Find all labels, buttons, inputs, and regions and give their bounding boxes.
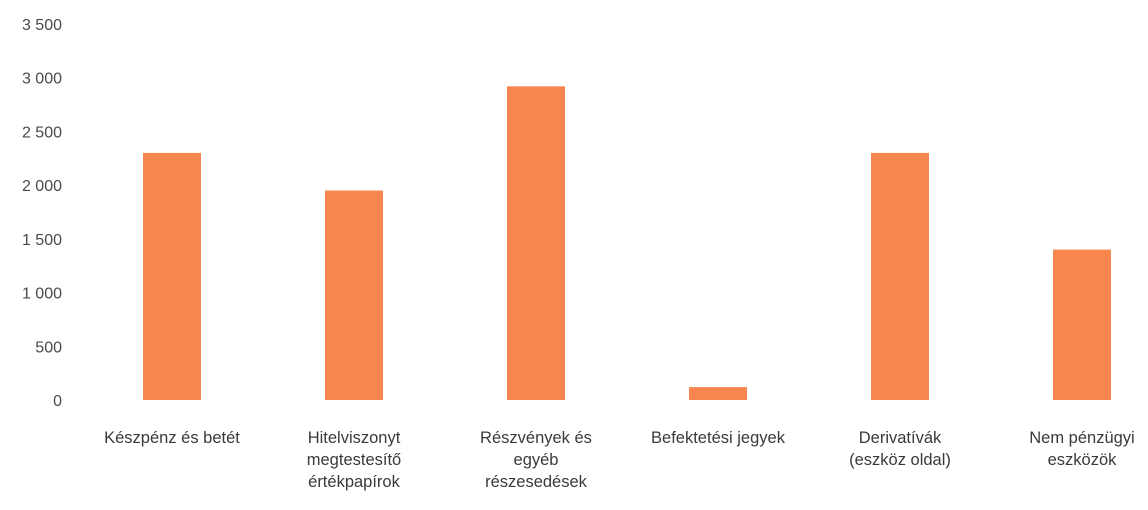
- y-axis-ticks: 0 500 1 000 1 500 2 000 2 500 3 000 3 500: [22, 17, 62, 410]
- bar: [143, 152, 201, 400]
- x-category-label: Befektetési jegyek: [651, 429, 786, 447]
- x-category-label: Nem pénzügyi eszközök: [1029, 429, 1134, 469]
- y-tick-label: 3 500: [22, 17, 62, 34]
- x-category-label: Készpénz és betét: [104, 429, 240, 447]
- x-category-label: Hitelviszonyt megtestesítő értékpapírok: [307, 429, 401, 491]
- y-tick-label: 1 500: [22, 232, 62, 249]
- x-axis-category-labels: Készpénz és betét Hitelviszonyt megtestesí…: [104, 429, 1135, 491]
- bar: [325, 190, 383, 400]
- bar-series: [143, 86, 1111, 401]
- bar: [507, 86, 565, 401]
- y-tick-label: 2 500: [22, 124, 62, 141]
- y-tick-label: 1 000: [22, 286, 62, 303]
- bar: [871, 152, 929, 400]
- x-category-label: Derivatívák (eszköz oldal): [849, 429, 951, 469]
- y-tick-label: 500: [35, 339, 62, 356]
- x-category-label: Részvények és egyéb részesedések: [480, 429, 592, 491]
- bar: [1053, 249, 1111, 400]
- bar: [689, 387, 747, 400]
- y-tick-label: 3 000: [22, 71, 62, 88]
- y-tick-label: 0: [53, 393, 62, 410]
- y-tick-label: 2 000: [22, 178, 62, 195]
